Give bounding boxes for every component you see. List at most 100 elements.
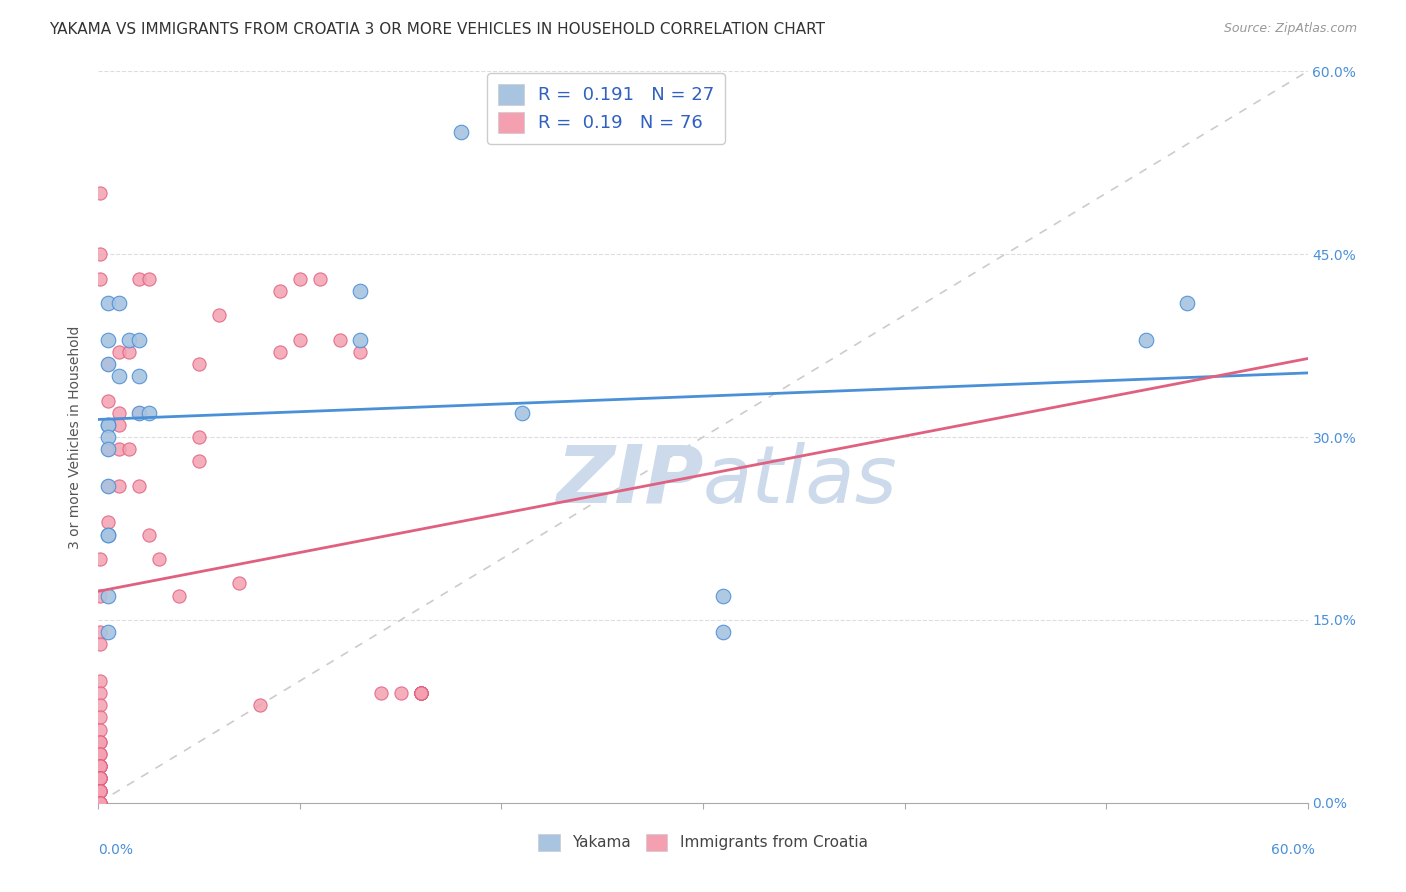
Point (89, 686, 111, 700)
Point (89, 186, 111, 201)
Point (89, 796, 111, 810)
Point (89, 723, 111, 737)
Point (409, 686, 432, 700)
Point (249, 698, 271, 713)
Point (118, 344, 141, 359)
Point (228, 576, 250, 591)
Point (288, 333, 311, 347)
Text: atlas: atlas (703, 442, 898, 520)
Point (89, 759, 111, 773)
Point (138, 406, 160, 420)
Point (89, 772, 111, 786)
Point (288, 271, 311, 285)
Point (188, 430, 211, 444)
Point (97, 430, 120, 444)
Point (89, 759, 111, 773)
Point (89, 783, 111, 797)
Point (97, 357, 120, 371)
Point (1175, 296, 1198, 310)
Point (97, 479, 120, 493)
Point (97, 296, 120, 310)
Point (107, 479, 129, 493)
Point (89, 796, 111, 810)
Point (128, 333, 150, 347)
Point (370, 686, 392, 700)
Point (510, 406, 533, 420)
Point (89, 772, 111, 786)
Point (89, 759, 111, 773)
Point (1135, 333, 1157, 347)
Point (450, 125, 472, 139)
Point (128, 406, 150, 420)
Point (107, 406, 129, 420)
Text: 60.0%: 60.0% (1271, 843, 1315, 857)
Point (409, 686, 432, 700)
Point (89, 637, 111, 651)
Point (107, 417, 129, 432)
Point (188, 357, 211, 371)
Point (128, 479, 150, 493)
Point (97, 479, 120, 493)
Point (89, 772, 111, 786)
Text: ZIP: ZIP (555, 442, 703, 520)
Point (97, 417, 120, 432)
Point (89, 625, 111, 640)
Text: 0.0%: 0.0% (98, 843, 134, 857)
Point (107, 442, 129, 457)
Point (89, 271, 111, 285)
Point (97, 417, 120, 432)
Point (89, 247, 111, 261)
Point (269, 284, 291, 298)
Point (89, 796, 111, 810)
Point (89, 673, 111, 688)
Point (329, 333, 352, 347)
Point (138, 527, 160, 541)
Point (89, 735, 111, 749)
Point (97, 527, 120, 541)
Text: Source: ZipAtlas.com: Source: ZipAtlas.com (1223, 22, 1357, 36)
Point (89, 552, 111, 566)
Point (711, 589, 734, 603)
Point (208, 308, 231, 322)
Point (118, 442, 141, 457)
Point (87, 772, 110, 786)
Point (89, 783, 111, 797)
Point (89, 772, 111, 786)
Point (97, 516, 120, 530)
Point (409, 686, 432, 700)
Point (97, 625, 120, 640)
Point (89, 747, 111, 761)
Point (128, 271, 150, 285)
Point (409, 686, 432, 700)
Point (97, 393, 120, 408)
Point (97, 357, 120, 371)
Point (167, 589, 190, 603)
Point (89, 783, 111, 797)
Point (138, 271, 160, 285)
Point (188, 454, 211, 468)
Point (89, 710, 111, 724)
Point (89, 772, 111, 786)
Point (349, 284, 371, 298)
Point (89, 783, 111, 797)
Point (409, 686, 432, 700)
Point (269, 344, 291, 359)
Point (97, 442, 120, 457)
Text: YAKAMA VS IMMIGRANTS FROM CROATIA 3 OR MORE VEHICLES IN HOUSEHOLD CORRELATION CH: YAKAMA VS IMMIGRANTS FROM CROATIA 3 OR M… (49, 22, 825, 37)
Legend: Yakama, Immigrants from Croatia: Yakama, Immigrants from Croatia (533, 828, 873, 857)
Point (97, 442, 120, 457)
Point (349, 344, 371, 359)
Point (89, 796, 111, 810)
Point (118, 333, 141, 347)
Point (89, 589, 111, 603)
Point (148, 552, 170, 566)
Point (89, 698, 111, 713)
Point (349, 333, 371, 347)
Point (409, 686, 432, 700)
Point (711, 625, 734, 640)
Point (97, 527, 120, 541)
Point (128, 369, 150, 384)
Point (97, 589, 120, 603)
Y-axis label: 3 or more Vehicles in Household: 3 or more Vehicles in Household (69, 326, 83, 549)
Point (128, 406, 150, 420)
